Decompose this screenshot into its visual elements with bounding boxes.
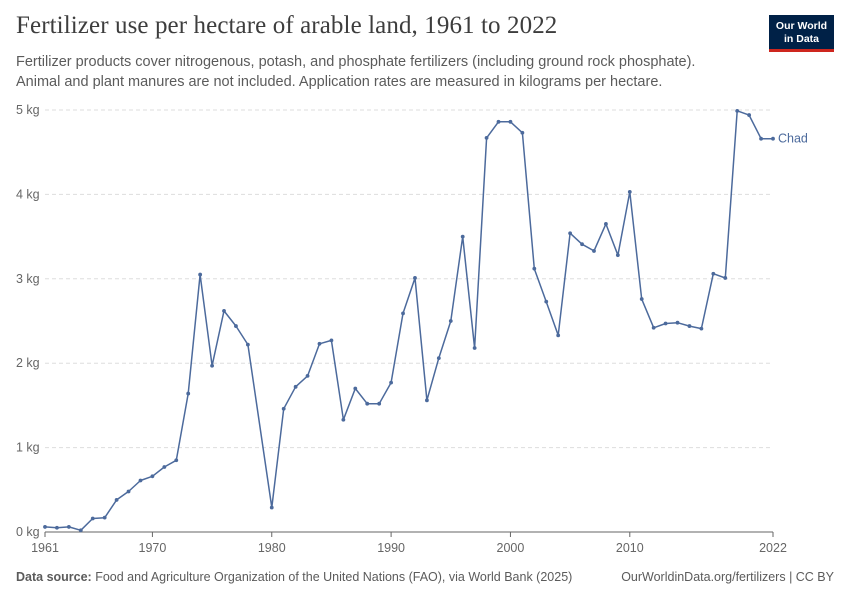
data-point — [329, 338, 334, 343]
data-point — [269, 505, 274, 510]
data-point — [556, 333, 561, 338]
data-point — [138, 478, 143, 483]
source-label: Data source: — [16, 570, 92, 584]
data-point — [532, 266, 537, 271]
y-tick-label: 0 kg — [16, 525, 40, 539]
data-point — [245, 342, 250, 347]
data-point — [210, 363, 214, 368]
data-point — [401, 311, 405, 316]
y-tick-label: 4 kg — [16, 187, 40, 201]
data-point — [604, 222, 608, 226]
data-point — [639, 297, 644, 301]
data-point — [198, 272, 203, 277]
data-point — [234, 324, 238, 328]
data-point — [568, 231, 573, 236]
subtitle-line-1: Fertilizer products cover nitrogenous, p… — [16, 54, 696, 70]
logo-line-1: Our World — [775, 20, 828, 32]
data-point — [162, 465, 167, 469]
data-point — [592, 249, 596, 253]
x-tick-label: 1990 — [377, 541, 405, 555]
data-point — [448, 319, 453, 323]
x-tick-label: 1961 — [31, 541, 59, 555]
data-point — [615, 253, 620, 258]
data-point — [711, 271, 716, 276]
x-tick-label: 2000 — [497, 541, 525, 555]
y-tick-label: 5 kg — [16, 103, 40, 117]
data-point — [174, 458, 179, 463]
data-point — [759, 136, 763, 141]
x-tick-label: 1980 — [258, 541, 286, 555]
data-point — [55, 525, 59, 530]
data-point — [293, 384, 298, 389]
x-tick-label: 2022 — [759, 541, 787, 555]
data-point — [425, 398, 429, 403]
data-point — [353, 386, 358, 391]
data-point — [90, 516, 95, 521]
data-point — [699, 326, 704, 331]
data-point — [496, 119, 501, 124]
data-point — [186, 391, 191, 396]
logo-line-2: in Data — [783, 33, 819, 45]
data-point — [305, 373, 310, 378]
data-point — [78, 528, 83, 533]
series-line — [44, 110, 773, 532]
data-point — [102, 515, 107, 520]
x-tick-label: 2010 — [616, 541, 644, 555]
data-point — [377, 401, 382, 406]
data-point — [66, 525, 71, 529]
data-point — [675, 320, 680, 325]
data-point — [627, 189, 632, 194]
data-point — [150, 474, 155, 479]
x-tick-label: 1970 — [139, 541, 167, 555]
series-group: Chad — [43, 108, 808, 533]
data-point — [747, 113, 752, 117]
data-point — [281, 406, 286, 411]
data-point — [222, 308, 226, 313]
data-point — [460, 234, 465, 239]
data-point — [365, 401, 370, 406]
data-point — [43, 525, 47, 529]
data-point — [126, 489, 131, 494]
data-point — [436, 356, 441, 361]
data-point — [413, 276, 417, 280]
data-point — [735, 108, 740, 113]
series-label: Chad — [778, 132, 808, 146]
data-point — [544, 299, 549, 304]
data-point — [389, 380, 393, 385]
subtitle-line-2: Animal and plant manures are not include… — [16, 74, 663, 90]
data-source: Data source: Food and Agriculture Organi… — [16, 570, 572, 584]
y-tick-label: 3 kg — [16, 272, 40, 286]
data-point — [341, 417, 346, 422]
data-point — [687, 324, 692, 328]
data-point — [472, 346, 477, 350]
chart-title: Fertilizer use per hectare of arable lan… — [16, 12, 558, 39]
data-point — [520, 130, 525, 135]
grid-lines — [45, 109, 773, 449]
data-point — [317, 341, 322, 346]
data-point — [723, 276, 728, 280]
footer-link[interactable]: OurWorldinData.org/fertilizers | CC BY — [621, 570, 834, 584]
chart-subtitle: Fertilizer products cover nitrogenous, p… — [16, 52, 746, 92]
data-point — [508, 119, 513, 124]
data-point — [114, 498, 119, 502]
y-axis-ticks: 0 kg 1 kg 2 kg 3 kg 4 kg 5 kg — [16, 103, 40, 539]
data-point — [484, 135, 489, 140]
data-point — [771, 136, 775, 141]
data-point — [663, 321, 668, 326]
source-text: Food and Agriculture Organization of the… — [95, 570, 573, 584]
y-tick-label: 2 kg — [16, 356, 40, 370]
y-tick-label: 1 kg — [16, 441, 40, 455]
data-point — [651, 325, 656, 330]
data-point — [580, 242, 584, 247]
x-axis: 1961 1970 1980 1990 2000 2010 2022 — [31, 531, 787, 555]
owid-logo[interactable]: Our World in Data — [769, 15, 834, 52]
